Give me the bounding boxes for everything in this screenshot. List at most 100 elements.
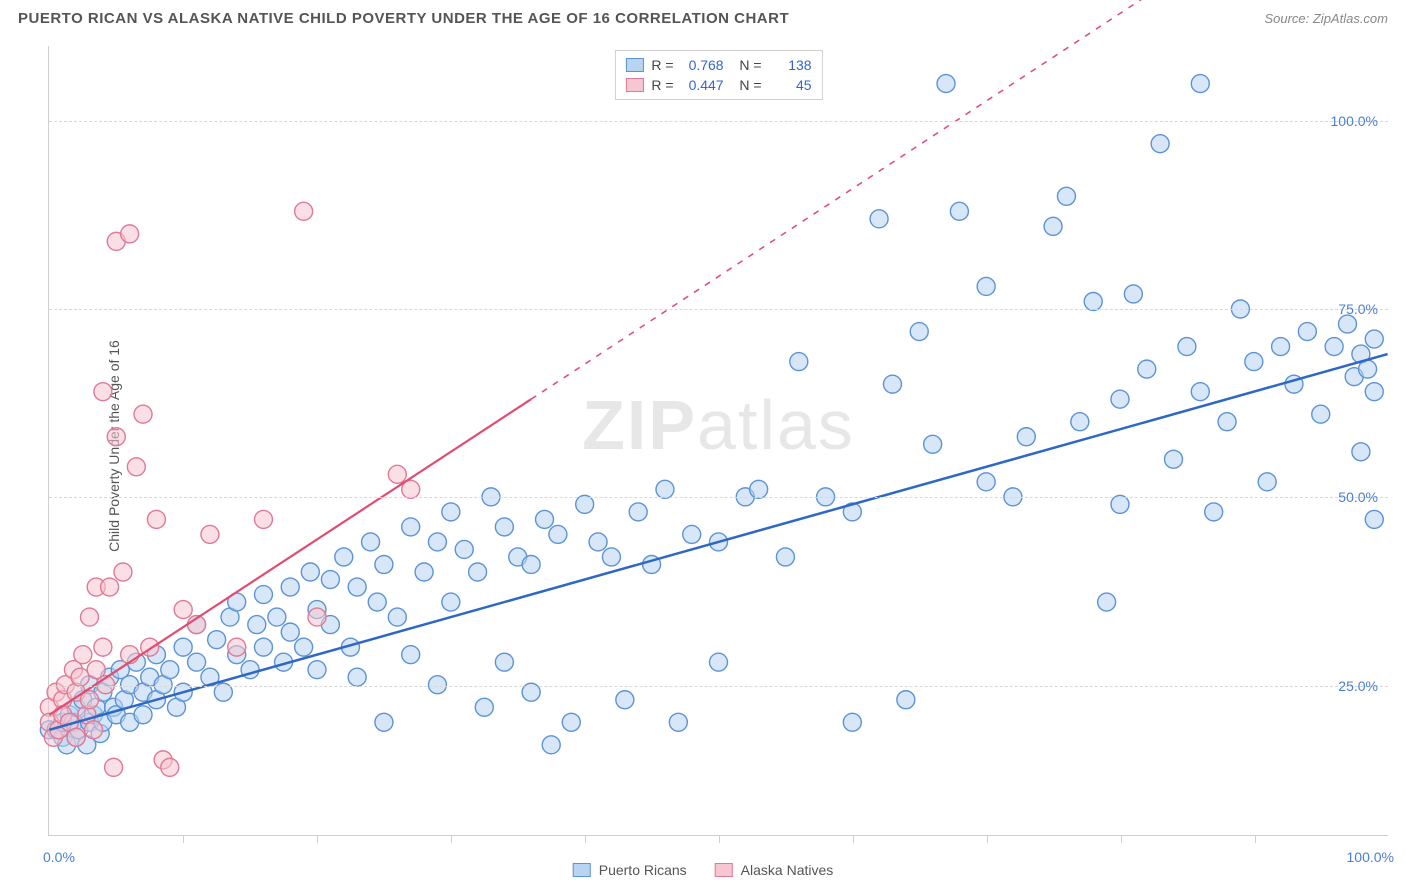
scatter-point-puerto_ricans (375, 713, 393, 731)
stat-r-pr: 0.768 (682, 57, 724, 73)
scatter-point-puerto_ricans (428, 533, 446, 551)
legend-item-an: Alaska Natives (715, 862, 834, 878)
stat-label-n: N = (732, 57, 762, 73)
scatter-point-puerto_ricans (1312, 405, 1330, 423)
scatter-point-puerto_ricans (1165, 450, 1183, 468)
plot-svg (49, 46, 1388, 835)
scatter-point-puerto_ricans (1272, 338, 1290, 356)
scatter-point-puerto_ricans (897, 691, 915, 709)
scatter-point-puerto_ricans (268, 608, 286, 626)
scatter-point-puerto_ricans (402, 518, 420, 536)
scatter-point-puerto_ricans (248, 616, 266, 634)
scatter-point-puerto_ricans (669, 713, 687, 731)
scatter-point-alaska_natives (81, 608, 99, 626)
scatter-point-puerto_ricans (495, 653, 513, 671)
scatter-point-puerto_ricans (683, 525, 701, 543)
scatter-point-puerto_ricans (415, 563, 433, 581)
scatter-point-puerto_ricans (562, 713, 580, 731)
x-tick (853, 835, 854, 843)
scatter-point-alaska_natives (74, 646, 92, 664)
scatter-point-puerto_ricans (208, 631, 226, 649)
scatter-point-puerto_ricans (843, 713, 861, 731)
scatter-point-alaska_natives (254, 510, 272, 528)
scatter-point-puerto_ricans (402, 646, 420, 664)
x-tick (1121, 835, 1122, 843)
x-tick (451, 835, 452, 843)
swatch-pr (625, 58, 643, 72)
scatter-point-puerto_ricans (388, 608, 406, 626)
scatter-point-puerto_ricans (1359, 360, 1377, 378)
scatter-point-puerto_ricans (1365, 383, 1383, 401)
x-tick-max: 100.0% (1347, 849, 1394, 865)
scatter-point-puerto_ricans (1084, 292, 1102, 310)
chart-header: PUERTO RICAN VS ALASKA NATIVE CHILD POVE… (0, 0, 1406, 33)
source-prefix: Source: (1264, 11, 1312, 26)
scatter-point-puerto_ricans (910, 323, 928, 341)
scatter-point-alaska_natives (94, 383, 112, 401)
scatter-point-alaska_natives (127, 458, 145, 476)
x-tick (1255, 835, 1256, 843)
chart-source: Source: ZipAtlas.com (1264, 11, 1388, 26)
scatter-point-alaska_natives (295, 202, 313, 220)
stat-label-r2: R = (651, 77, 673, 93)
scatter-point-alaska_natives (121, 225, 139, 243)
scatter-point-puerto_ricans (1245, 353, 1263, 371)
scatter-point-puerto_ricans (295, 638, 313, 656)
scatter-point-puerto_ricans (1352, 443, 1370, 461)
scatter-point-alaska_natives (134, 405, 152, 423)
scatter-point-puerto_ricans (254, 638, 272, 656)
scatter-point-puerto_ricans (308, 661, 326, 679)
legend-label-pr: Puerto Ricans (599, 862, 687, 878)
scatter-point-puerto_ricans (1365, 510, 1383, 528)
legend-swatch-pr (573, 863, 591, 877)
scatter-point-puerto_ricans (455, 540, 473, 558)
swatch-an (625, 78, 643, 92)
stats-legend: R = 0.768 N = 138 R = 0.447 N = 45 (614, 50, 822, 100)
scatter-point-puerto_ricans (1298, 323, 1316, 341)
x-tick (585, 835, 586, 843)
scatter-point-puerto_ricans (1178, 338, 1196, 356)
scatter-point-puerto_ricans (475, 698, 493, 716)
scatter-point-puerto_ricans (629, 503, 647, 521)
scatter-point-puerto_ricans (602, 548, 620, 566)
scatter-point-puerto_ricans (522, 555, 540, 573)
scatter-point-puerto_ricans (254, 586, 272, 604)
scatter-point-puerto_ricans (348, 578, 366, 596)
series-legend: Puerto Ricans Alaska Natives (573, 862, 834, 878)
scatter-point-puerto_ricans (188, 653, 206, 671)
scatter-point-puerto_ricans (1339, 315, 1357, 333)
chart-container: PUERTO RICAN VS ALASKA NATIVE CHILD POVE… (0, 0, 1406, 892)
y-tick-label: 75.0% (1338, 301, 1378, 317)
scatter-point-puerto_ricans (937, 75, 955, 93)
scatter-point-alaska_natives (174, 601, 192, 619)
stats-row-an: R = 0.447 N = 45 (625, 75, 811, 95)
y-tick-label: 25.0% (1338, 678, 1378, 694)
scatter-point-puerto_ricans (362, 533, 380, 551)
scatter-point-puerto_ricans (924, 435, 942, 453)
scatter-point-alaska_natives (228, 638, 246, 656)
scatter-point-puerto_ricans (1325, 338, 1343, 356)
scatter-point-puerto_ricans (589, 533, 607, 551)
stat-n-an: 45 (770, 77, 812, 93)
x-tick (719, 835, 720, 843)
scatter-point-puerto_ricans (1098, 593, 1116, 611)
scatter-point-puerto_ricans (710, 653, 728, 671)
scatter-point-puerto_ricans (750, 480, 768, 498)
chart-title: PUERTO RICAN VS ALASKA NATIVE CHILD POVE… (18, 10, 789, 27)
scatter-point-puerto_ricans (616, 691, 634, 709)
scatter-point-alaska_natives (308, 608, 326, 626)
scatter-point-puerto_ricans (950, 202, 968, 220)
stat-label-r: R = (651, 57, 673, 73)
scatter-point-puerto_ricans (281, 623, 299, 641)
scatter-point-puerto_ricans (1151, 135, 1169, 153)
plot-area: ZIPatlas R = 0.768 N = 138 R = 0.447 N =… (48, 46, 1388, 836)
scatter-point-puerto_ricans (1111, 390, 1129, 408)
gridline-h (49, 121, 1388, 122)
scatter-point-puerto_ricans (1138, 360, 1156, 378)
scatter-point-puerto_ricans (1258, 473, 1276, 491)
scatter-point-puerto_ricans (348, 668, 366, 686)
scatter-point-puerto_ricans (442, 503, 460, 521)
scatter-point-puerto_ricans (1017, 428, 1035, 446)
stats-row-pr: R = 0.768 N = 138 (625, 55, 811, 75)
scatter-point-puerto_ricans (134, 706, 152, 724)
